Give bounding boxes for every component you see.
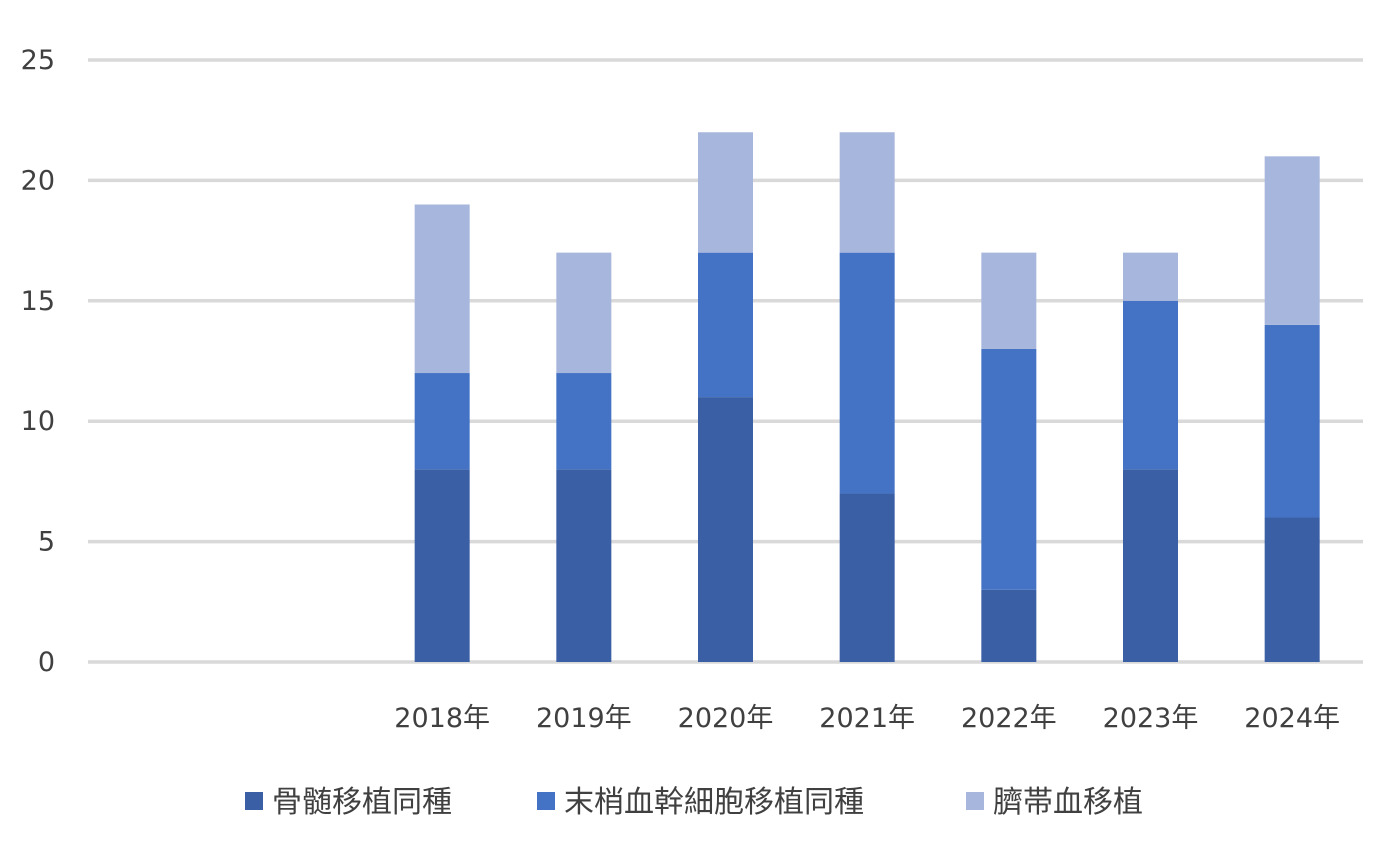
legend-label: 末梢血幹細胞移植同種 [564,785,864,820]
legend-swatch [245,792,263,810]
x-tick-label: 2020年 [678,703,774,734]
x-tick-label: 2022年 [961,703,1057,734]
y-tick-label: 15 [21,286,55,317]
bar-segment [981,348,1037,590]
y-tick-label: 20 [21,165,55,196]
bar-segment [414,373,470,470]
x-tick-label: 2024年 [1244,703,1340,734]
legend-label: 臍帯血移植 [993,785,1143,820]
y-tick-label: 25 [21,45,55,76]
bar-segment [1264,156,1320,325]
bar-segment [556,252,612,374]
bar-segment [1264,324,1320,518]
legend-swatch [966,792,984,810]
x-axis-ticks: 2018年 2019年 2020年 2021年 2022年 2023年 2024年 [394,703,1340,734]
x-tick-label: 2019年 [536,703,632,734]
bar-segment [839,132,895,253]
y-tick-label: 10 [21,406,55,437]
legend-label: 骨髄移植同種 [272,785,452,820]
y-tick-label: 0 [38,647,55,678]
bar-segment [698,397,753,662]
y-tick-label: 5 [38,527,55,558]
bar-segment [698,132,753,253]
bar-segment [839,252,895,494]
bar-segment [414,204,470,374]
bar-segment [556,373,612,470]
bars [414,132,1320,662]
legend: 骨髄移植同種 末梢血幹細胞移植同種 臍帯血移植 [245,785,1143,820]
bar-segment [1123,252,1178,301]
bar-segment [1264,517,1320,662]
x-tick-label: 2018年 [394,703,490,734]
bar-segment [981,589,1037,662]
bar-segment [1123,300,1178,470]
bar-segment [414,469,470,662]
x-tick-label: 2023年 [1103,703,1199,734]
bar-segment [1123,469,1178,662]
bar-segment [839,493,895,662]
bar-segment [698,252,753,398]
y-axis-ticks: 0 5 10 15 20 25 [21,45,55,678]
bar-segment [981,252,1037,349]
bar-segment [556,469,612,662]
x-tick-label: 2021年 [819,703,915,734]
legend-swatch [537,792,555,810]
